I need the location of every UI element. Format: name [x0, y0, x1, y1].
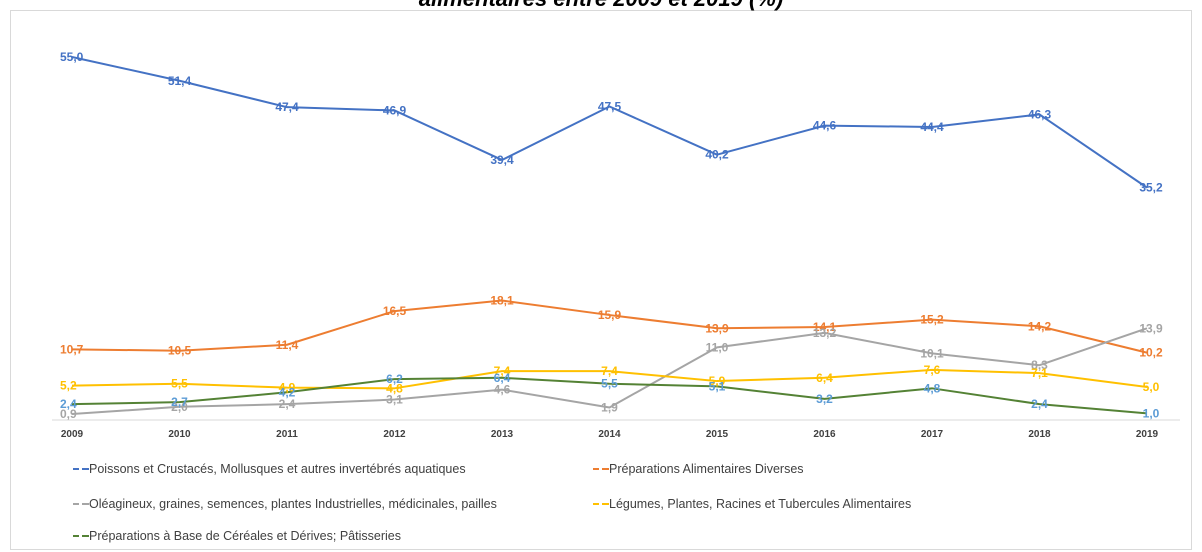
data-label: 13,9 — [1139, 321, 1163, 335]
data-label: 13,9 — [705, 321, 729, 335]
data-label: 5,2 — [60, 379, 77, 393]
data-label: 51,4 — [168, 74, 192, 88]
data-label: 55,0 — [60, 50, 84, 64]
data-label: 14,2 — [1028, 319, 1052, 333]
data-label: 1,9 — [601, 400, 618, 414]
data-label: 5,5 — [171, 377, 188, 391]
x-tick-label: 2014 — [598, 429, 621, 440]
legend-item-cereales: Préparations à Base de Céréales et Dériv… — [73, 529, 401, 544]
legend-label: Poissons et Crustacés, Mollusques et aut… — [89, 462, 466, 476]
series-line-4 — [71, 376, 1148, 415]
legend-item-oleagineux: Oléagineux, graines, semences, plantes I… — [73, 497, 497, 512]
data-label: 4,9 — [279, 381, 296, 395]
data-label: 2,0 — [171, 400, 188, 414]
data-label: 4,8 — [386, 381, 403, 395]
data-label: 6,4 — [494, 371, 511, 385]
data-label: 2,4 — [60, 397, 77, 411]
series-line-1 — [71, 299, 1148, 354]
data-label: 7,4 — [494, 364, 511, 378]
legend-item-poissons: Poissons et Crustacés, Mollusques et aut… — [73, 462, 466, 477]
data-label: 10,5 — [168, 344, 192, 358]
legend-label: Préparations à Base de Céréales et Dériv… — [89, 529, 401, 543]
data-label: 16,5 — [383, 304, 407, 318]
legend-label: Légumes, Plantes, Racines et Tubercules … — [609, 497, 912, 511]
data-label: 2,4 — [1031, 397, 1048, 411]
legend-label: Préparations Alimentaires Diverses — [609, 462, 804, 476]
data-label: 5,5 — [601, 377, 618, 391]
data-label: 35,2 — [1139, 181, 1163, 195]
series-line-3 — [71, 368, 1148, 390]
data-label: 10,1 — [920, 346, 944, 360]
x-tick-label: 2015 — [706, 429, 729, 440]
data-label: 10,7 — [60, 342, 84, 356]
data-label: 3,1 — [386, 393, 403, 407]
data-label: 4,8 — [924, 381, 941, 395]
data-label: 5,9 — [709, 374, 726, 388]
x-tick-label: 2012 — [383, 429, 406, 440]
legend-swatch — [593, 497, 610, 511]
x-tick-label: 2011 — [276, 429, 298, 440]
data-label: 2,4 — [279, 397, 296, 411]
data-label: 6,2 — [386, 372, 403, 386]
data-label: 5,1 — [709, 379, 726, 393]
data-label: 18,1 — [490, 294, 514, 308]
x-tick-label: 2010 — [168, 429, 191, 440]
series-line-2 — [71, 327, 1148, 416]
x-tick-label: 2013 — [491, 429, 514, 440]
data-label: 0,9 — [60, 407, 77, 421]
chart-frame — [10, 10, 1192, 550]
chart-title: alimentaires entre 2009 et 2019 (%) — [0, 0, 1202, 12]
data-label: 46,9 — [383, 103, 407, 117]
legend-item-preparations-diverses: Préparations Alimentaires Diverses — [593, 462, 804, 477]
data-label: 46,3 — [1028, 107, 1052, 121]
series-line-0 — [71, 56, 1148, 189]
data-label: 4,2 — [279, 385, 296, 399]
data-label: 15,9 — [598, 308, 622, 322]
data-label: 7,1 — [1031, 366, 1048, 380]
data-label: 4,6 — [494, 383, 511, 397]
legend-item-legumes: Légumes, Plantes, Racines et Tubercules … — [593, 497, 911, 512]
legend-label: Oléagineux, graines, semences, plantes I… — [89, 497, 497, 511]
data-label: 47,5 — [598, 100, 622, 114]
data-label: 8,3 — [1031, 358, 1048, 372]
data-label: 11,4 — [276, 338, 299, 352]
data-label: 3,2 — [816, 392, 833, 406]
data-label: 2,7 — [171, 395, 188, 409]
data-label: 5,0 — [1143, 380, 1160, 394]
data-label: 10,2 — [1139, 346, 1163, 360]
legend-swatch — [593, 462, 610, 476]
data-label: 44,4 — [920, 120, 944, 134]
x-tick-label: 2017 — [921, 429, 944, 440]
data-label: 11,0 — [706, 340, 729, 354]
data-label: 1,0 — [1143, 406, 1160, 420]
data-label: 7,6 — [924, 363, 941, 377]
data-label: 40,2 — [705, 148, 729, 162]
x-tick-label: 2009 — [61, 429, 84, 440]
data-label: 7,4 — [601, 364, 618, 378]
data-label: 6,4 — [816, 371, 833, 385]
data-label: 39,4 — [490, 153, 514, 167]
data-label: 14,1 — [813, 320, 837, 334]
data-label: 13,2 — [813, 326, 837, 340]
x-tick-label: 2018 — [1028, 429, 1051, 440]
data-label: 47,4 — [275, 100, 299, 114]
legend-swatch — [73, 529, 90, 543]
legend-swatch — [73, 462, 90, 476]
data-label: 44,6 — [813, 119, 837, 133]
x-tick-label: 2019 — [1136, 429, 1159, 440]
x-tick-label: 2016 — [813, 429, 836, 440]
data-label: 15,2 — [920, 313, 944, 327]
legend-swatch — [73, 497, 90, 511]
